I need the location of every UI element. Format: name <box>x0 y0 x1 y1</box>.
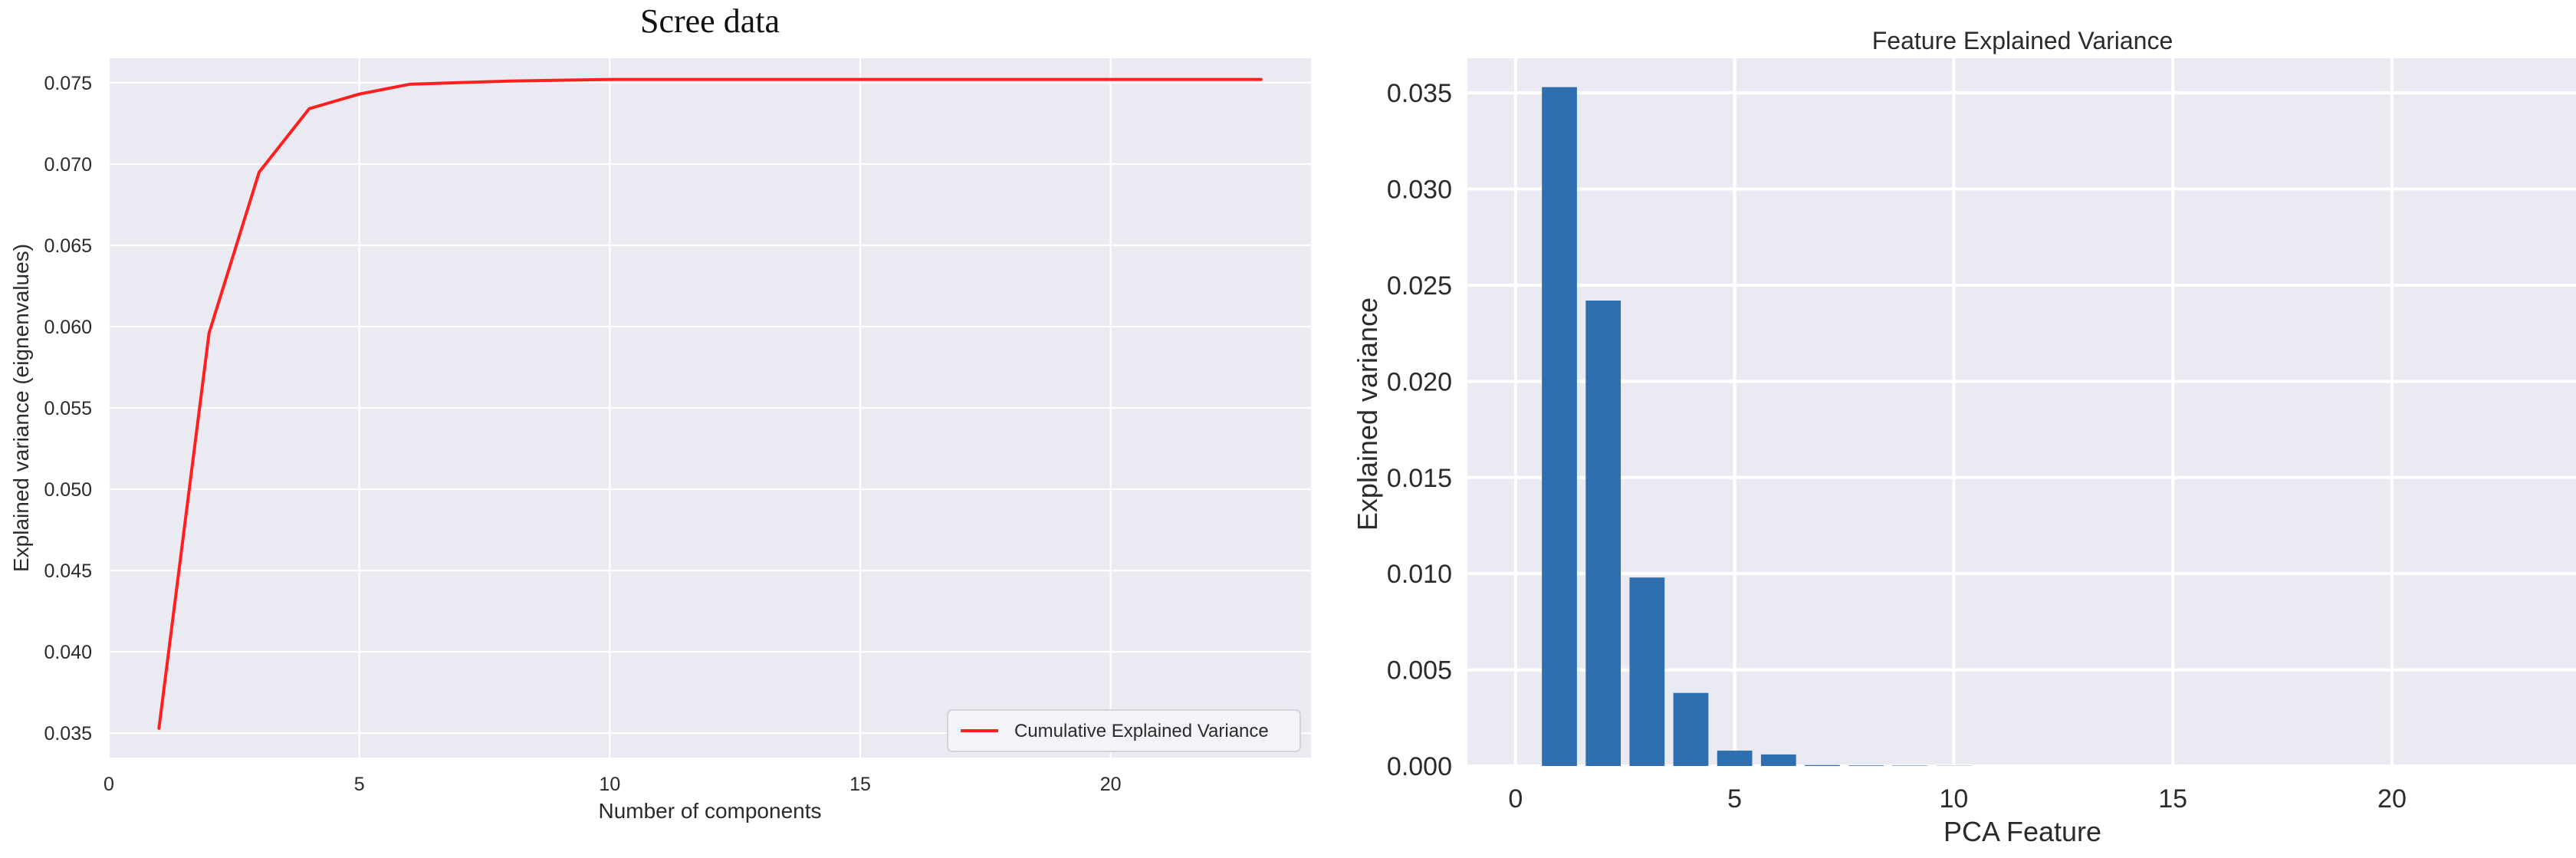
feature-y-tick-label-2: 0.010 <box>1387 560 1452 589</box>
feature-x-tick-label-2: 10 <box>1939 784 1968 814</box>
scree-ticks: 0 5 10 15 20 0.035 0.040 0.045 0.050 0.055 0.060 0.… <box>44 73 1121 795</box>
scree-x-tick-label-2: 10 <box>599 774 620 795</box>
feature-bar-9 <box>1892 765 1928 766</box>
feature-y-tick-label-0: 0.000 <box>1387 752 1452 781</box>
scree-grid <box>107 58 1311 758</box>
scree-y-tick-label-7: 0.070 <box>44 154 92 176</box>
feature-grid <box>1467 58 2576 768</box>
feature-x-axis-label: PCA Feature <box>1944 816 2101 847</box>
scree-y-tick-label-6: 0.065 <box>44 235 92 257</box>
scree-x-tick-label-4: 20 <box>1100 774 1122 795</box>
feature-bar-7 <box>1805 764 1840 766</box>
scree-legend: Cumulative Explained Variance <box>947 709 1301 752</box>
scree-title: Scree data <box>640 2 780 40</box>
legend-box <box>947 709 1301 752</box>
feature-y-tick-label-6: 0.030 <box>1387 176 1452 205</box>
feature-bar-4 <box>1673 692 1709 766</box>
scree-y-tick-label-3: 0.050 <box>44 479 92 501</box>
feature-x-tick-label-1: 5 <box>1727 784 1742 814</box>
feature-y-tick-label-4: 0.020 <box>1387 367 1452 396</box>
feature-variance-bar-chart: 0 5 10 15 20 0.000 0.005 0.010 0.015 0.020 0.025 0.… <box>1352 27 2576 847</box>
feature-y-axis-label: Explained variance <box>1352 298 1383 531</box>
feature-x-tick-label-4: 20 <box>2377 784 2407 814</box>
scree-x-tick-label-3: 15 <box>849 774 871 795</box>
cumulative-explained-variance-line <box>157 77 1263 730</box>
feature-x-tick-label-0: 0 <box>1508 784 1523 814</box>
scree-line-chart: 0 5 10 15 20 0.035 0.040 0.045 0.050 0.055 0.060 0.… <box>9 2 1311 823</box>
feature-y-tick-label-3: 0.015 <box>1387 464 1452 493</box>
scree-y-tick-label-4: 0.055 <box>44 398 92 419</box>
scree-y-axis-label: Explained variance (eignenvalues) <box>9 244 33 572</box>
feature-bar-6 <box>1760 754 1796 766</box>
scree-x-tick-label-0: 0 <box>104 774 114 795</box>
feature-y-tick-label-5: 0.025 <box>1387 271 1452 301</box>
scree-y-tick-label-1: 0.040 <box>44 642 92 663</box>
scree-x-axis-label: Number of components <box>598 799 821 823</box>
scree-x-tick-label-1: 5 <box>354 774 365 795</box>
feature-bars <box>1542 87 1972 766</box>
feature-bar-2 <box>1585 301 1622 766</box>
scree-y-tick-label-8: 0.075 <box>44 73 92 94</box>
scree-y-tick-label-2: 0.045 <box>44 560 92 582</box>
feature-bar-1 <box>1542 87 1577 766</box>
feature-bar-8 <box>1848 765 1884 766</box>
feature-ticks: 0 5 10 15 20 0.000 0.005 0.010 0.015 0.020 0.025 0.… <box>1387 79 2407 814</box>
legend-series-label: Cumulative Explained Variance <box>1014 721 1269 741</box>
feature-title: Feature Explained Variance <box>1872 27 2174 54</box>
feature-bar-3 <box>1629 577 1665 766</box>
scree-y-tick-label-5: 0.060 <box>44 317 92 338</box>
feature-x-tick-label-3: 15 <box>2158 784 2187 814</box>
feature-y-tick-label-1: 0.005 <box>1387 656 1452 685</box>
feature-y-tick-label-7: 0.035 <box>1387 79 1452 108</box>
scree-y-tick-label-0: 0.035 <box>44 723 92 745</box>
feature-bar-5 <box>1717 750 1753 766</box>
